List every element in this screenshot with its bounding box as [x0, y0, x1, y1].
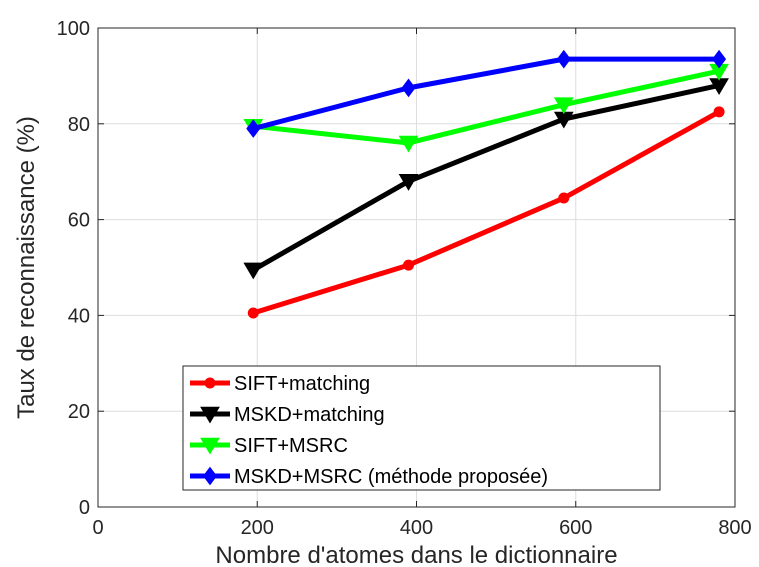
series-2 [243, 63, 729, 153]
legend-label: SIFT+matching [234, 373, 370, 395]
series-1 [243, 78, 729, 280]
series-line [253, 68, 720, 146]
y-axis-title: Taux de reconnaissance (%) [13, 116, 40, 419]
axis-ticks: 0 200 400 600 800 0 20 40 60 80 100 [57, 18, 752, 539]
data-point [712, 49, 727, 69]
legend-marker [204, 377, 216, 389]
x-tick-label: 200 [241, 517, 274, 539]
y-tick-label: 40 [68, 305, 90, 327]
data-point [398, 174, 419, 191]
legend-box [182, 365, 661, 491]
data-point [398, 135, 419, 153]
legend-label: MSKD+MSRC (méthode proposée) [234, 466, 548, 488]
y-tick-label: 100 [57, 18, 90, 40]
legend-item: MSKD+matching [190, 404, 385, 426]
series-3 [246, 49, 727, 138]
legend-item: MSKD+MSRC (méthode proposée) [190, 466, 548, 488]
x-axis-title: Nombre d'atomes dans le dictionnaire [215, 542, 617, 567]
data-point [558, 192, 570, 204]
legend-marker [200, 437, 220, 455]
data-point [243, 262, 264, 280]
data-point [401, 78, 416, 98]
legend-label: SIFT+MSRC [234, 435, 348, 457]
legend-label: MSKD+matching [234, 404, 385, 426]
data-point [713, 106, 725, 118]
legend-item: SIFT+matching [190, 373, 370, 395]
legend-marker [203, 466, 217, 486]
data-point [556, 49, 571, 69]
y-tick-label: 20 [68, 401, 90, 423]
legend-marker [200, 406, 220, 424]
legend-item: SIFT+MSRC [190, 435, 348, 457]
data-point [403, 259, 415, 271]
x-tick-label: 0 [92, 517, 103, 539]
y-tick-label: 60 [68, 210, 90, 232]
y-tick-label: 80 [68, 114, 90, 136]
x-tick-label: 600 [559, 517, 592, 539]
series-line [252, 83, 720, 273]
data-point [247, 307, 259, 319]
data-point [553, 97, 574, 115]
series-line [252, 109, 721, 316]
legend: SIFT+matching MSKD+matching SIFT+MSRC MSKD+… [182, 365, 661, 491]
series-line [252, 56, 720, 132]
data-point [246, 119, 261, 138]
series-0 [247, 106, 725, 319]
series-group [243, 49, 729, 319]
x-tick-label: 400 [400, 517, 433, 539]
y-tick-label: 0 [79, 497, 90, 519]
x-tick-label: 800 [718, 517, 751, 539]
